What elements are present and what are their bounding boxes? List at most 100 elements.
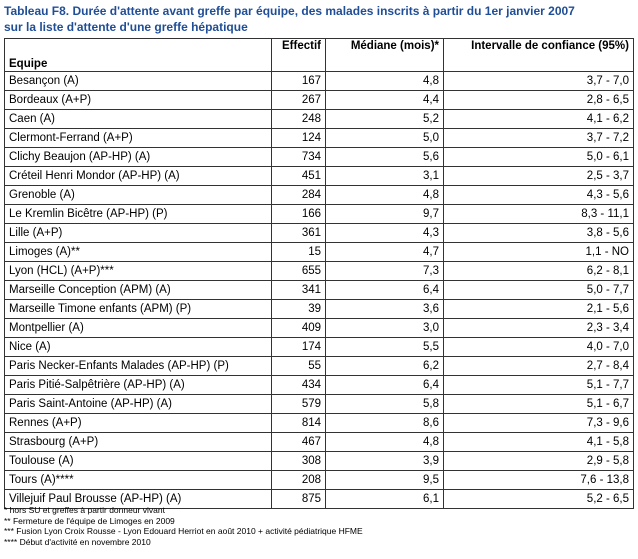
table-row: Rennes (A+P) 814 8,6 7,3 - 9,6 — [4, 413, 634, 433]
cell-mediane: 4,8 — [325, 71, 444, 91]
cell-intervalle: 4,0 - 7,0 — [443, 337, 634, 357]
cell-effectif: 655 — [271, 261, 326, 281]
cell-equipe: Clichy Beaujon (AP-HP) (A) — [4, 147, 272, 167]
cell-effectif: 361 — [271, 223, 326, 243]
cell-equipe: Créteil Henri Mondor (AP-HP) (A) — [4, 166, 272, 186]
cell-intervalle: 6,2 - 8,1 — [443, 261, 634, 281]
cell-intervalle: 2,8 - 6,5 — [443, 90, 634, 110]
cell-mediane: 4,7 — [325, 242, 444, 262]
table-body: Besançon (A) 167 4,8 3,7 - 7,0 Bordeaux (A+P… — [4, 71, 634, 509]
cell-mediane: 5,8 — [325, 394, 444, 414]
table-row: Le Kremlin Bicêtre (AP-HP) (P) 166 9,7 8,3 … — [4, 204, 634, 224]
cell-effectif: 166 — [271, 204, 326, 224]
cell-mediane: 3,6 — [325, 299, 444, 319]
cell-equipe: Caen (A) — [4, 109, 272, 129]
cell-effectif: 55 — [271, 356, 326, 376]
table-row: Toulouse (A) 308 3,9 2,9 - 5,8 — [4, 451, 634, 471]
footnote: ** Fermeture de l'équipe de Limoges en 2… — [4, 515, 175, 526]
cell-effectif: 167 — [271, 71, 326, 91]
table-row: Paris Pitié-Salpêtrière (AP-HP) (A) 434 6,… — [4, 375, 634, 395]
cell-equipe: Lille (A+P) — [4, 223, 272, 243]
cell-intervalle: 7,3 - 9,6 — [443, 413, 634, 433]
cell-intervalle: 5,1 - 7,7 — [443, 375, 634, 395]
cell-effectif: 734 — [271, 147, 326, 167]
cell-intervalle: 3,7 - 7,2 — [443, 128, 634, 148]
title-line-1: Tableau F8. Durée d'attente avant greffe… — [4, 4, 575, 18]
cell-mediane: 3,9 — [325, 451, 444, 471]
cell-mediane: 5,6 — [325, 147, 444, 167]
cell-equipe: Besançon (A) — [4, 71, 272, 91]
cell-mediane: 5,0 — [325, 128, 444, 148]
cell-effectif: 467 — [271, 432, 326, 452]
cell-mediane: 4,8 — [325, 432, 444, 452]
cell-intervalle: 5,2 - 6,5 — [443, 489, 634, 509]
cell-equipe: Marseille Timone enfants (APM) (P) — [4, 299, 272, 319]
table-row: Lyon (HCL) (A+P)*** 655 7,3 6,2 - 8,1 — [4, 261, 634, 281]
table-row: Bordeaux (A+P) 267 4,4 2,8 - 6,5 — [4, 90, 634, 110]
table-row: Tours (A)**** 208 9,5 7,6 - 13,8 — [4, 470, 634, 490]
cell-intervalle: 2,7 - 8,4 — [443, 356, 634, 376]
footnote: **** Début d'activité en novembre 2010 — [4, 536, 151, 547]
cell-mediane: 4,4 — [325, 90, 444, 110]
cell-effectif: 39 — [271, 299, 326, 319]
footnote: * hors SU et greffes à partir donneur vi… — [4, 505, 165, 515]
header-intervalle: Intervalle de confiance (95%) — [443, 38, 634, 72]
cell-effectif: 15 — [271, 242, 326, 262]
cell-intervalle: 1,1 - NO — [443, 242, 634, 262]
cell-effectif: 814 — [271, 413, 326, 433]
cell-mediane: 6,1 — [325, 489, 444, 509]
table-row: Clichy Beaujon (AP-HP) (A) 734 5,6 5,0 - 6,… — [4, 147, 634, 167]
cell-effectif: 208 — [271, 470, 326, 490]
cell-intervalle: 2,5 - 3,7 — [443, 166, 634, 186]
cell-equipe: Limoges (A)** — [4, 242, 272, 262]
table-row: Paris Necker-Enfants Malades (AP-HP) (P)… — [4, 356, 634, 376]
table-row: Grenoble (A) 284 4,8 4,3 - 5,6 — [4, 185, 634, 205]
table-row: Besançon (A) 167 4,8 3,7 - 7,0 — [4, 71, 634, 91]
cell-effectif: 308 — [271, 451, 326, 471]
cell-intervalle: 5,0 - 6,1 — [443, 147, 634, 167]
cell-equipe: Grenoble (A) — [4, 185, 272, 205]
cell-mediane: 9,7 — [325, 204, 444, 224]
cell-equipe: Paris Necker-Enfants Malades (AP-HP) (P) — [4, 356, 272, 376]
cell-effectif: 267 — [271, 90, 326, 110]
table-row: Créteil Henri Mondor (AP-HP) (A) 451 3,1 2,… — [4, 166, 634, 186]
cell-intervalle: 2,9 - 5,8 — [443, 451, 634, 471]
table-row: Montpellier (A) 409 3,0 2,3 - 3,4 — [4, 318, 634, 338]
cell-equipe: Lyon (HCL) (A+P)*** — [4, 261, 272, 281]
table-title: Tableau F8. Durée d'attente avant greffe… — [4, 3, 634, 35]
table-row: Marseille Timone enfants (APM) (P) 39 3,6 2… — [4, 299, 634, 319]
cell-mediane: 3,1 — [325, 166, 444, 186]
cell-equipe: Marseille Conception (APM) (A) — [4, 280, 272, 300]
table-row: Lille (A+P) 361 4,3 3,8 - 5,6 — [4, 223, 634, 243]
cell-mediane: 6,2 — [325, 356, 444, 376]
cell-equipe: Tours (A)**** — [4, 470, 272, 490]
cell-equipe: Paris Saint-Antoine (AP-HP) (A) — [4, 394, 272, 414]
cell-mediane: 6,4 — [325, 375, 444, 395]
waiting-time-table: Equipe Effectif Médiane (mois)* Interval… — [4, 38, 634, 509]
table-row: Limoges (A)** 15 4,7 1,1 - NO — [4, 242, 634, 262]
cell-mediane: 5,2 — [325, 109, 444, 129]
cell-equipe: Villejuif Paul Brousse (AP-HP) (A) — [4, 489, 272, 509]
cell-equipe: Rennes (A+P) — [4, 413, 272, 433]
cell-intervalle: 2,3 - 3,4 — [443, 318, 634, 338]
cell-effectif: 248 — [271, 109, 326, 129]
cell-equipe: Montpellier (A) — [4, 318, 272, 338]
cell-mediane: 3,0 — [325, 318, 444, 338]
table-row: Strasbourg (A+P) 467 4,8 4,1 - 5,8 — [4, 432, 634, 452]
footnote: *** Fusion Lyon Croix Rousse - Lyon Edou… — [4, 526, 363, 536]
cell-effectif: 284 — [271, 185, 326, 205]
cell-equipe: Clermont-Ferrand (A+P) — [4, 128, 272, 148]
cell-equipe: Paris Pitié-Salpêtrière (AP-HP) (A) — [4, 375, 272, 395]
cell-effectif: 434 — [271, 375, 326, 395]
cell-mediane: 8,6 — [325, 413, 444, 433]
cell-effectif: 579 — [271, 394, 326, 414]
cell-intervalle: 5,1 - 6,7 — [443, 394, 634, 414]
table-row: Paris Saint-Antoine (AP-HP) (A) 579 5,8 5,1… — [4, 394, 634, 414]
footnotes: * hors SU et greffes à partir donneur vi… — [4, 505, 634, 547]
cell-effectif: 124 — [271, 128, 326, 148]
title-line-2: sur la liste d'attente d'une greffe hépa… — [4, 20, 248, 34]
cell-intervalle: 3,8 - 5,6 — [443, 223, 634, 243]
cell-intervalle: 3,7 - 7,0 — [443, 71, 634, 91]
table-row: Marseille Conception (APM) (A) 341 6,4 5,0 … — [4, 280, 634, 300]
cell-mediane: 9,5 — [325, 470, 444, 490]
